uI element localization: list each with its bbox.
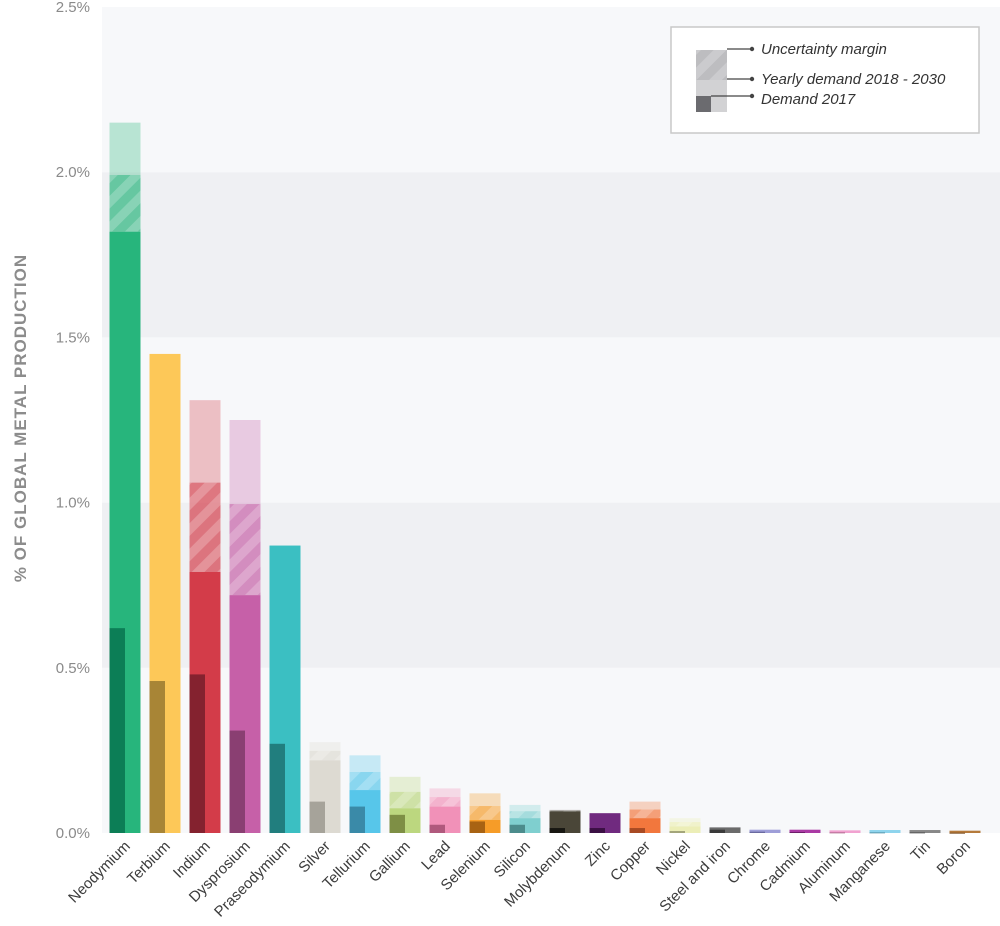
y-tick-label: 1.5% [56, 329, 90, 346]
bar-demand-2017 [269, 743, 285, 833]
legend-swatch-demand-2017 [696, 96, 711, 112]
y-tick-label: 0.0% [56, 825, 90, 842]
bar-demand-2017 [469, 821, 485, 833]
bar-group [869, 830, 901, 834]
x-tick-label: Lead [418, 838, 454, 874]
bar-uncertainty-hatch [469, 806, 501, 820]
bar-group [309, 742, 341, 833]
bar-group [469, 793, 501, 833]
bar-demand-2017 [909, 832, 925, 834]
bar-demand-2017 [429, 824, 445, 833]
bars [109, 122, 981, 834]
bar-demand-2017 [309, 801, 325, 833]
bar-uncertainty-hatch [309, 750, 341, 761]
bar-uncertainty-hatch [669, 822, 701, 827]
bar-demand-2017 [669, 831, 685, 833]
bar-group [629, 801, 661, 833]
legend-label-uncertainty: Uncertainty margin [761, 41, 887, 58]
bar-uncertainty-hatch [189, 482, 221, 572]
x-tick-label: Zinc [582, 837, 614, 869]
y-tick-label: 2.0% [56, 164, 90, 181]
bar-demand-2017 [709, 829, 725, 833]
bar-group [549, 809, 581, 833]
grid-band [102, 337, 1000, 503]
bar-group [149, 353, 181, 833]
legend-label-yearly: Yearly demand 2018 - 2030 [761, 71, 946, 88]
plot-background [102, 7, 1000, 833]
bar-group [829, 830, 861, 834]
bar-demand-2017 [629, 828, 645, 833]
bar-yearly [669, 826, 701, 833]
bar-group [789, 829, 821, 834]
bar-demand-2017 [189, 674, 205, 833]
bar-uncertainty-hatch [229, 504, 261, 596]
bar-demand-2017 [349, 806, 365, 833]
grid-band [102, 172, 1000, 338]
bar-yearly [749, 829, 781, 833]
bar-group [349, 755, 381, 833]
bar-group [909, 830, 941, 834]
bar-yearly [789, 829, 821, 833]
bar-yearly [829, 830, 861, 833]
legend-dot-uncertainty [749, 46, 755, 52]
bar-group [429, 788, 461, 833]
x-tick-label: Steel and iron [656, 838, 733, 915]
bar-uncertainty-hatch [349, 772, 381, 791]
bar-demand-2017 [389, 814, 405, 833]
bar-demand-2017 [149, 681, 165, 833]
legend-dot-yearly [749, 76, 755, 82]
bar-group [949, 830, 981, 834]
bar-demand-2017 [829, 832, 845, 834]
bar-demand-2017 [589, 828, 605, 833]
y-axis-label: % OF GLOBAL METAL PRODUCTION [11, 254, 30, 582]
bar-demand-2017 [749, 831, 765, 833]
bar-group [669, 818, 701, 833]
bar-group [509, 804, 541, 833]
bar-demand-2017 [869, 832, 885, 834]
legend-label-demand-2017: Demand 2017 [761, 91, 856, 108]
bar-demand-2017 [229, 730, 245, 833]
bar-uncertainty-hatch [629, 809, 661, 819]
bar-demand-2017 [549, 828, 565, 833]
bar-group [229, 420, 261, 833]
bar-uncertainty-hatch [549, 810, 581, 812]
x-axis-labels: NeodymiumTerbiumIndiumDysprosiumPraseody… [65, 837, 974, 920]
bar-yearly [949, 830, 981, 833]
bar-group [389, 776, 421, 833]
bar-demand-2017 [949, 832, 965, 834]
bar-uncertainty-hatch [429, 797, 461, 807]
legend: Uncertainty margin Yearly demand 2018 - … [670, 26, 980, 134]
bar-demand-2017 [789, 832, 805, 834]
y-tick-label: 0.5% [56, 660, 90, 677]
bar-demand-2017 [509, 824, 525, 833]
y-axis-ticks: 0.0% 0.5% 1.0% 1.5% 2.0% 2.5% [56, 0, 90, 842]
bar-demand-2017 [109, 628, 125, 833]
bar-group [189, 400, 221, 833]
x-tick-label: Copper [607, 838, 654, 885]
legend-swatch-uncertainty-hatch [696, 50, 727, 80]
bar-yearly [869, 830, 901, 833]
bar-group [269, 545, 301, 833]
bar-group [709, 827, 741, 833]
y-tick-label: 1.0% [56, 495, 90, 512]
bar-group [109, 122, 141, 833]
bar-group [589, 813, 621, 833]
bar-uncertainty-hatch [509, 811, 541, 819]
bar-group [749, 829, 781, 833]
x-tick-label: Boron [934, 838, 974, 878]
x-tick-label: Gallium [366, 838, 414, 886]
x-tick-label: Tin [907, 838, 933, 864]
bar-yearly [549, 811, 581, 833]
y-tick-label: 2.5% [56, 0, 90, 16]
bar-uncertainty-hatch [109, 174, 141, 232]
x-tick-label: Neodymium [65, 838, 134, 907]
bar-uncertainty-hatch [389, 791, 421, 809]
legend-dot-demand-2017 [749, 93, 755, 99]
x-tick-label: Terbium [124, 838, 174, 888]
bar-yearly [909, 830, 941, 833]
